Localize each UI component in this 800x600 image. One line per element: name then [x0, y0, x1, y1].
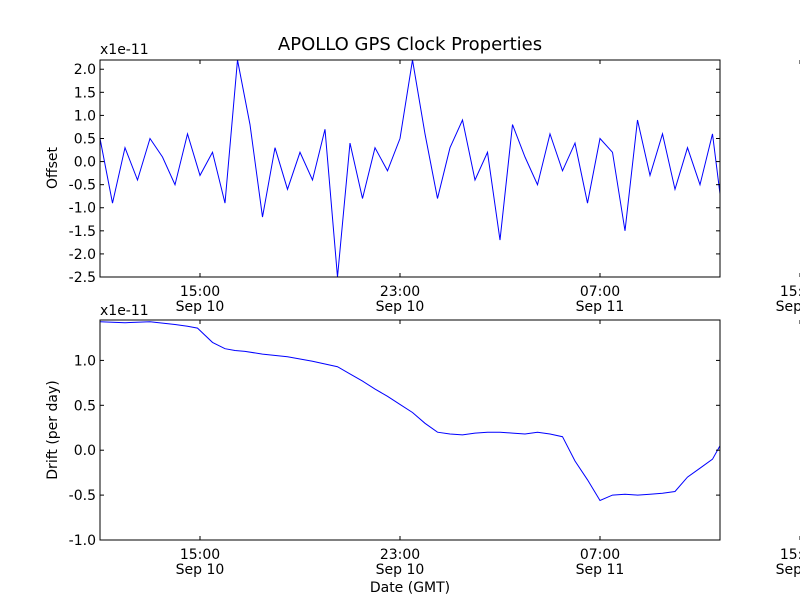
offset-plot-frame [99, 59, 721, 278]
drift-xtick-time-label: 23:00 [380, 547, 420, 563]
drift-y-axis-label: Drift (per day) [45, 380, 61, 479]
offset-ytick-label: -0.5 [69, 178, 96, 194]
offset-y-axis-label: Offset [45, 146, 61, 189]
drift-xtick-date-label: Sep 10 [376, 562, 425, 578]
drift-ytick-label: 0.5 [74, 398, 96, 414]
offset-xtick-date-label: Sep 10 [176, 299, 225, 315]
offset-ytick-label: 1.5 [74, 85, 96, 101]
drift-xtick-time-label: 15:00 [780, 547, 800, 563]
drift-series-0-path [99, 321, 721, 502]
offset-multiplier-label: x1e-11 [100, 42, 149, 58]
drift-ytick-label: 0.0 [74, 443, 96, 459]
offset-ytick-label: 0.0 [74, 155, 96, 171]
drift-xtick-time-label: 15:00 [180, 547, 220, 563]
drift-ytick-label: 1.0 [74, 353, 96, 369]
offset-y-axis: -2.5 -2.0 -1.5 -1.0 -0.5 0.0 0.5 1.0 1.5 2.0 [69, 62, 720, 286]
drift-xtick-date-label: Sep 11 [576, 562, 625, 578]
offset-ytick-label: 2.0 [74, 62, 96, 78]
offset-ytick-label: 0.5 [74, 131, 96, 147]
offset-ytick-label: -1.0 [69, 201, 96, 217]
drift-plot-frame [99, 319, 721, 541]
offset-ytick-label: -2.0 [69, 247, 96, 263]
drift-xtick-date-label: Sep 11 [776, 562, 800, 578]
offset-ytick-label: -2.5 [69, 270, 96, 286]
drift-ytick-label: -0.5 [69, 488, 96, 504]
offset-panel: -2.5 -2.0 -1.5 -1.0 -0.5 0.0 0.5 1.0 1.5 2.0 15:0… [45, 42, 800, 315]
offset-ytick-label: -1.5 [69, 224, 96, 240]
offset-xtick-time-label: 15:00 [180, 284, 220, 300]
drift-y-axis: -1.0 -0.5 0.0 0.5 1.0 [69, 353, 720, 549]
offset-xtick-time-label: 15:00 [780, 284, 800, 300]
drift-x-axis-label: Date (GMT) [370, 580, 450, 596]
offset-xtick-time-label: 23:00 [380, 284, 420, 300]
drift-ytick-label: -1.0 [69, 533, 96, 549]
offset-xtick-time-label: 07:00 [580, 284, 620, 300]
drift-xtick-time-label: 07:00 [580, 547, 620, 563]
offset-xtick-date-label: Sep 11 [776, 299, 800, 315]
chart-title: APOLLO GPS Clock Properties [278, 34, 542, 55]
drift-multiplier-label: x1e-11 [100, 303, 149, 319]
offset-ytick-label: 1.0 [74, 108, 96, 124]
offset-xtick-date-label: Sep 10 [376, 299, 425, 315]
drift-series-line [99, 321, 721, 502]
offset-xtick-date-label: Sep 11 [576, 299, 625, 315]
drift-xtick-date-label: Sep 10 [176, 562, 225, 578]
